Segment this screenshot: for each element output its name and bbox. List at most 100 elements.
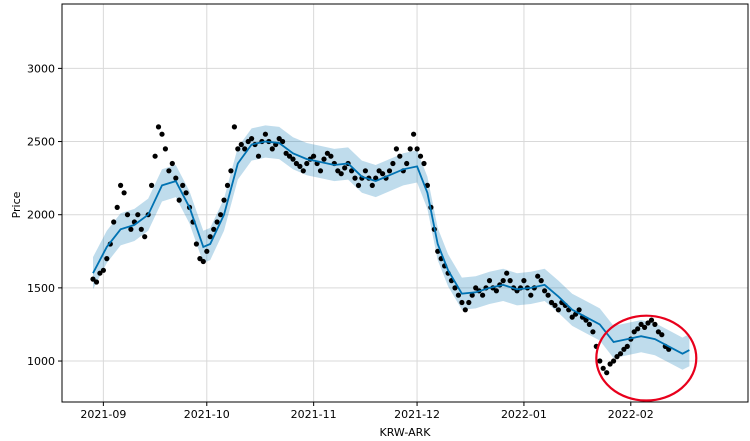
data-point <box>504 270 510 276</box>
data-point <box>545 292 551 298</box>
data-point <box>380 171 386 177</box>
data-point <box>473 285 479 291</box>
data-point <box>404 160 410 167</box>
y-tick-label: 3000 <box>27 62 55 75</box>
data-point <box>455 292 461 298</box>
data-point <box>162 146 168 152</box>
data-point <box>100 267 106 273</box>
data-point <box>90 276 96 282</box>
data-point <box>586 321 593 327</box>
data-point <box>390 160 396 167</box>
data-point <box>297 163 303 169</box>
data-point <box>635 326 641 332</box>
data-point <box>424 182 430 188</box>
data-point <box>435 248 441 254</box>
axes-layer: 2021-09 2021-10 2021-11 2021-12 2022-01 2022-… <box>27 3 749 421</box>
data-point <box>111 219 117 225</box>
data-point <box>304 160 310 167</box>
data-point <box>238 141 244 148</box>
data-point <box>659 332 665 338</box>
data-point <box>393 146 399 152</box>
data-point <box>590 329 596 335</box>
data-point <box>121 190 127 196</box>
x-axis-title: KRW-ARK <box>380 426 432 439</box>
data-point <box>328 153 334 159</box>
data-point <box>638 321 644 327</box>
data-point <box>104 256 110 262</box>
data-point <box>521 278 527 284</box>
data-point <box>373 175 379 181</box>
data-point <box>535 273 541 279</box>
data-point <box>114 204 120 210</box>
data-point <box>645 320 651 326</box>
data-point <box>193 241 199 247</box>
data-point <box>152 153 158 159</box>
data-point <box>97 270 103 276</box>
data-point <box>528 292 534 298</box>
data-point <box>173 175 179 181</box>
data-point <box>218 212 224 218</box>
x-tick-label: 2022-01 <box>501 408 547 421</box>
data-point <box>335 168 341 174</box>
grid-layer <box>62 4 748 402</box>
data-point <box>480 292 486 298</box>
x-tick-label: 2021-12 <box>394 408 440 421</box>
data-point <box>621 346 627 352</box>
data-point <box>128 226 134 232</box>
data-point <box>149 182 155 188</box>
data-point <box>211 226 217 232</box>
data-point <box>159 131 165 137</box>
data-point <box>407 146 413 152</box>
data-point <box>204 248 210 254</box>
data-point <box>604 370 610 376</box>
data-point <box>421 160 427 167</box>
data-point <box>607 361 613 367</box>
data-point <box>500 278 506 284</box>
data-point <box>300 168 306 174</box>
data-point <box>276 136 282 142</box>
data-point <box>642 324 648 330</box>
observed-points-layer <box>90 124 672 376</box>
data-point <box>124 212 131 218</box>
data-point <box>235 146 241 152</box>
data-point <box>321 156 327 162</box>
data-point <box>355 182 362 188</box>
data-point <box>369 182 375 188</box>
y-tick-label: 2000 <box>27 209 55 222</box>
data-point <box>548 299 555 306</box>
data-point <box>414 146 420 152</box>
data-point <box>386 168 393 174</box>
data-point <box>269 146 275 152</box>
data-point <box>614 354 620 360</box>
data-point <box>597 358 603 364</box>
x-tick-label: 2021-11 <box>291 408 337 421</box>
data-point <box>507 278 513 284</box>
data-point <box>286 153 293 159</box>
data-point <box>207 234 213 240</box>
data-point <box>655 329 662 335</box>
data-point <box>452 285 458 291</box>
data-point <box>118 182 124 188</box>
forecast-line <box>92 140 690 355</box>
data-point <box>221 197 227 203</box>
data-point <box>293 160 299 167</box>
x-tick-label: 2021-09 <box>80 408 126 421</box>
x-tick-label: 2021-10 <box>184 408 230 421</box>
y-tick-label: 1500 <box>27 282 55 295</box>
data-point <box>552 302 558 308</box>
data-point <box>242 146 248 152</box>
data-point <box>93 279 100 285</box>
data-point <box>228 168 234 174</box>
data-point <box>197 256 203 262</box>
data-point <box>617 351 624 357</box>
data-point <box>180 182 186 188</box>
data-point <box>538 278 544 284</box>
data-point <box>417 153 424 159</box>
forecast-line-layer <box>92 140 690 355</box>
data-point <box>155 124 162 130</box>
data-point <box>224 182 231 188</box>
data-point <box>342 165 348 171</box>
data-point <box>176 197 182 203</box>
data-point <box>486 278 493 284</box>
